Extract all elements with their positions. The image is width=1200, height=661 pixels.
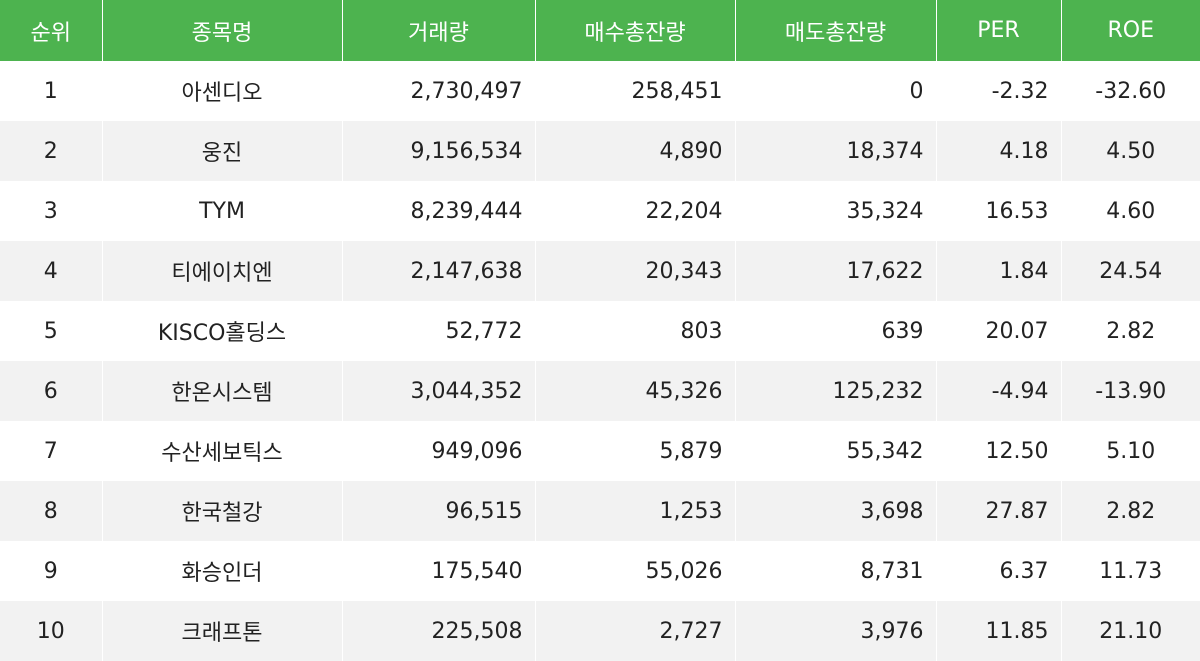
cell-bid-total: 45,326 <box>535 361 736 421</box>
cell-roe: 5.10 <box>1061 421 1200 481</box>
cell-ask-total: 0 <box>735 61 937 121</box>
cell-volume: 9,156,534 <box>342 121 536 181</box>
cell-roe: -13.90 <box>1061 361 1200 421</box>
cell-volume: 949,096 <box>342 421 536 481</box>
header-roe: ROE <box>1061 0 1200 61</box>
table-row: 1 아센디오 2,730,497 258,451 0 -2.32 -32.60 <box>0 61 1200 121</box>
cell-roe: 4.50 <box>1061 121 1200 181</box>
cell-name: 수산세보틱스 <box>102 421 343 481</box>
cell-rank: 10 <box>0 601 103 661</box>
cell-rank: 4 <box>0 241 103 301</box>
cell-per: 20.07 <box>936 301 1062 361</box>
cell-per: 6.37 <box>936 541 1062 601</box>
header-rank: 순위 <box>0 0 103 61</box>
cell-bid-total: 22,204 <box>535 181 736 241</box>
cell-roe: 24.54 <box>1061 241 1200 301</box>
cell-rank: 3 <box>0 181 103 241</box>
table-row: 2 웅진 9,156,534 4,890 18,374 4.18 4.50 <box>0 121 1200 181</box>
table-row: 9 화승인더 175,540 55,026 8,731 6.37 11.73 <box>0 541 1200 601</box>
cell-bid-total: 1,253 <box>535 481 736 541</box>
cell-name: 한국철강 <box>102 481 343 541</box>
cell-rank: 9 <box>0 541 103 601</box>
cell-name: 아센디오 <box>102 61 343 121</box>
cell-volume: 225,508 <box>342 601 536 661</box>
table-row: 4 티에이치엔 2,147,638 20,343 17,622 1.84 24.54 <box>0 241 1200 301</box>
cell-rank: 2 <box>0 121 103 181</box>
header-bid-total: 매수총잔량 <box>535 0 736 61</box>
cell-rank: 8 <box>0 481 103 541</box>
cell-name: KISCO홀딩스 <box>102 301 343 361</box>
cell-volume: 3,044,352 <box>342 361 536 421</box>
cell-rank: 6 <box>0 361 103 421</box>
cell-per: -2.32 <box>936 61 1062 121</box>
cell-volume: 96,515 <box>342 481 536 541</box>
cell-per: 16.53 <box>936 181 1062 241</box>
table-row: 3 TYM 8,239,444 22,204 35,324 16.53 4.60 <box>0 181 1200 241</box>
cell-bid-total: 4,890 <box>535 121 736 181</box>
table-row: 10 크래프톤 225,508 2,727 3,976 11.85 21.10 <box>0 601 1200 661</box>
cell-bid-total: 20,343 <box>535 241 736 301</box>
cell-per: 27.87 <box>936 481 1062 541</box>
cell-bid-total: 2,727 <box>535 601 736 661</box>
cell-name: 화승인더 <box>102 541 343 601</box>
cell-ask-total: 3,976 <box>735 601 937 661</box>
cell-bid-total: 55,026 <box>535 541 736 601</box>
cell-bid-total: 5,879 <box>535 421 736 481</box>
table-row: 7 수산세보틱스 949,096 5,879 55,342 12.50 5.10 <box>0 421 1200 481</box>
cell-volume: 8,239,444 <box>342 181 536 241</box>
cell-per: 4.18 <box>936 121 1062 181</box>
cell-rank: 7 <box>0 421 103 481</box>
cell-ask-total: 17,622 <box>735 241 937 301</box>
cell-ask-total: 8,731 <box>735 541 937 601</box>
cell-name: 티에이치엔 <box>102 241 343 301</box>
cell-volume: 2,147,638 <box>342 241 536 301</box>
cell-roe: 21.10 <box>1061 601 1200 661</box>
cell-name: TYM <box>102 181 343 241</box>
cell-ask-total: 18,374 <box>735 121 937 181</box>
header-row: 순위 종목명 거래량 매수총잔량 매도총잔량 PER ROE <box>0 0 1200 61</box>
header-ask-total: 매도총잔량 <box>735 0 937 61</box>
table-row: 5 KISCO홀딩스 52,772 803 639 20.07 2.82 <box>0 301 1200 361</box>
cell-name: 한온시스템 <box>102 361 343 421</box>
header-volume: 거래량 <box>342 0 536 61</box>
table-row: 6 한온시스템 3,044,352 45,326 125,232 -4.94 -13.90 <box>0 361 1200 421</box>
cell-rank: 5 <box>0 301 103 361</box>
cell-ask-total: 55,342 <box>735 421 937 481</box>
cell-volume: 2,730,497 <box>342 61 536 121</box>
cell-volume: 52,772 <box>342 301 536 361</box>
cell-name: 크래프톤 <box>102 601 343 661</box>
cell-per: -4.94 <box>936 361 1062 421</box>
cell-rank: 1 <box>0 61 103 121</box>
cell-ask-total: 639 <box>735 301 937 361</box>
cell-bid-total: 803 <box>535 301 736 361</box>
cell-per: 11.85 <box>936 601 1062 661</box>
cell-ask-total: 35,324 <box>735 181 937 241</box>
cell-roe: 4.60 <box>1061 181 1200 241</box>
cell-roe: 2.82 <box>1061 301 1200 361</box>
header-name: 종목명 <box>102 0 343 61</box>
cell-per: 12.50 <box>936 421 1062 481</box>
header-per: PER <box>936 0 1062 61</box>
cell-roe: 11.73 <box>1061 541 1200 601</box>
cell-per: 1.84 <box>936 241 1062 301</box>
table-row: 8 한국철강 96,515 1,253 3,698 27.87 2.82 <box>0 481 1200 541</box>
cell-name: 웅진 <box>102 121 343 181</box>
cell-ask-total: 125,232 <box>735 361 937 421</box>
cell-volume: 175,540 <box>342 541 536 601</box>
cell-roe: 2.82 <box>1061 481 1200 541</box>
cell-ask-total: 3,698 <box>735 481 937 541</box>
cell-roe: -32.60 <box>1061 61 1200 121</box>
cell-bid-total: 258,451 <box>535 61 736 121</box>
